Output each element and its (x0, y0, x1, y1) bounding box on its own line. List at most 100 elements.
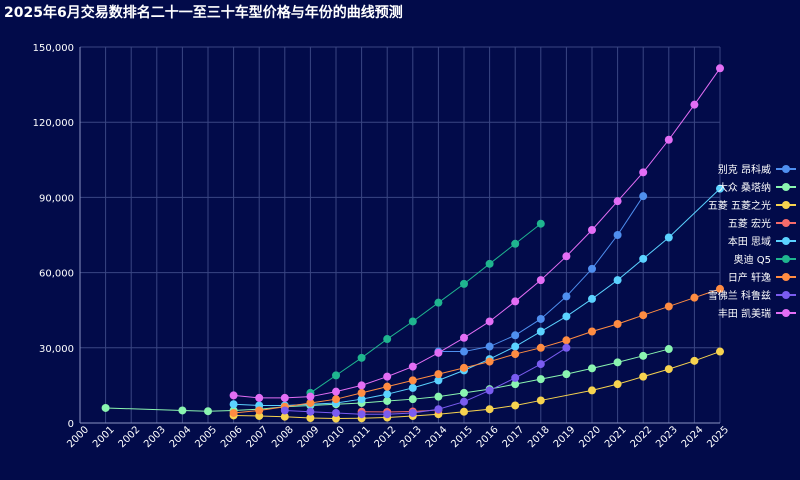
data-point[interactable] (511, 373, 520, 382)
data-point[interactable] (639, 372, 648, 381)
data-point[interactable] (357, 353, 366, 362)
legend-marker[interactable] (782, 201, 790, 209)
data-point[interactable] (511, 297, 520, 306)
data-point[interactable] (460, 388, 468, 397)
data-point[interactable] (460, 397, 468, 406)
data-point[interactable] (716, 347, 724, 356)
data-point[interactable] (280, 412, 289, 421)
data-point[interactable] (639, 311, 648, 320)
data-point[interactable] (408, 376, 417, 385)
data-point[interactable] (255, 406, 264, 415)
data-point[interactable] (280, 406, 289, 415)
data-point[interactable] (588, 364, 596, 373)
legend-marker[interactable] (782, 309, 790, 317)
data-point[interactable] (383, 335, 392, 344)
legend-marker[interactable] (782, 273, 790, 281)
legend-marker[interactable] (782, 255, 790, 263)
data-point[interactable] (639, 192, 648, 201)
data-point[interactable] (511, 239, 520, 248)
legend-marker[interactable] (782, 291, 790, 299)
data-point[interactable] (101, 403, 110, 412)
data-point[interactable] (434, 405, 443, 414)
data-point[interactable] (639, 351, 648, 360)
data-point[interactable] (716, 284, 724, 293)
data-point[interactable] (460, 407, 468, 416)
data-point[interactable] (434, 298, 443, 307)
data-point[interactable] (562, 343, 571, 352)
data-point[interactable] (357, 395, 366, 404)
data-point[interactable] (255, 393, 264, 402)
data-point[interactable] (639, 254, 648, 263)
data-point[interactable] (485, 357, 494, 366)
data-point[interactable] (664, 302, 673, 311)
data-point[interactable] (716, 184, 724, 193)
data-point[interactable] (204, 407, 212, 416)
data-point[interactable] (332, 395, 340, 404)
data-point[interactable] (588, 225, 596, 234)
data-point[interactable] (357, 410, 366, 419)
data-point[interactable] (460, 333, 468, 342)
data-point[interactable] (613, 358, 622, 367)
legend-label[interactable]: 五菱 五菱之光 (708, 199, 771, 212)
data-point[interactable] (536, 375, 545, 384)
data-point[interactable] (383, 390, 392, 399)
data-point[interactable] (613, 231, 622, 239)
data-point[interactable] (511, 350, 520, 359)
data-point[interactable] (690, 356, 699, 365)
legend-label[interactable]: 奥迪 Q5 (734, 253, 771, 266)
data-point[interactable] (562, 312, 571, 321)
data-point[interactable] (588, 327, 596, 336)
data-point[interactable] (408, 362, 417, 371)
data-point[interactable] (357, 388, 366, 397)
data-point[interactable] (434, 348, 443, 357)
legend-marker[interactable] (782, 237, 790, 245)
data-point[interactable] (280, 393, 289, 402)
data-point[interactable] (562, 370, 571, 379)
legend-label[interactable]: 日产 轩逸 (728, 271, 771, 284)
data-point[interactable] (434, 392, 443, 401)
legend-marker[interactable] (782, 165, 790, 173)
data-point[interactable] (536, 360, 545, 369)
legend-label[interactable]: 丰田 凯美瑞 (718, 307, 771, 320)
data-point[interactable] (511, 380, 520, 389)
data-point[interactable] (460, 279, 468, 288)
data-point[interactable] (562, 336, 571, 345)
data-point[interactable] (536, 327, 545, 336)
data-point[interactable] (613, 380, 622, 389)
data-point[interactable] (485, 259, 494, 268)
data-point[interactable] (306, 413, 315, 422)
data-point[interactable] (562, 292, 571, 301)
data-point[interactable] (485, 405, 494, 414)
data-point[interactable] (664, 135, 673, 144)
data-point[interactable] (588, 294, 596, 303)
data-point[interactable] (664, 345, 673, 354)
data-point[interactable] (613, 276, 622, 285)
data-point[interactable] (306, 407, 315, 416)
legend-marker[interactable] (782, 219, 790, 227)
data-point[interactable] (511, 401, 520, 410)
data-point[interactable] (485, 317, 494, 326)
legend-marker[interactable] (782, 183, 790, 191)
data-point[interactable] (306, 398, 315, 407)
legend-label[interactable]: 大众 桑塔纳 (718, 181, 771, 194)
data-point[interactable] (460, 363, 468, 372)
data-point[interactable] (383, 372, 392, 381)
data-point[interactable] (536, 314, 545, 323)
data-point[interactable] (588, 386, 596, 395)
data-point[interactable] (178, 406, 187, 415)
data-point[interactable] (332, 414, 340, 423)
data-point[interactable] (357, 381, 366, 390)
data-point[interactable] (485, 386, 494, 395)
data-point[interactable] (332, 387, 340, 396)
data-point[interactable] (664, 365, 673, 374)
data-point[interactable] (562, 252, 571, 261)
data-point[interactable] (434, 376, 443, 385)
data-point[interactable] (613, 319, 622, 328)
data-point[interactable] (485, 342, 494, 351)
data-point[interactable] (716, 64, 724, 73)
data-point[interactable] (536, 219, 545, 228)
data-point[interactable] (511, 342, 520, 351)
data-point[interactable] (536, 396, 545, 405)
legend-label[interactable]: 雪佛兰 科鲁兹 (708, 289, 771, 302)
data-point[interactable] (639, 168, 648, 177)
